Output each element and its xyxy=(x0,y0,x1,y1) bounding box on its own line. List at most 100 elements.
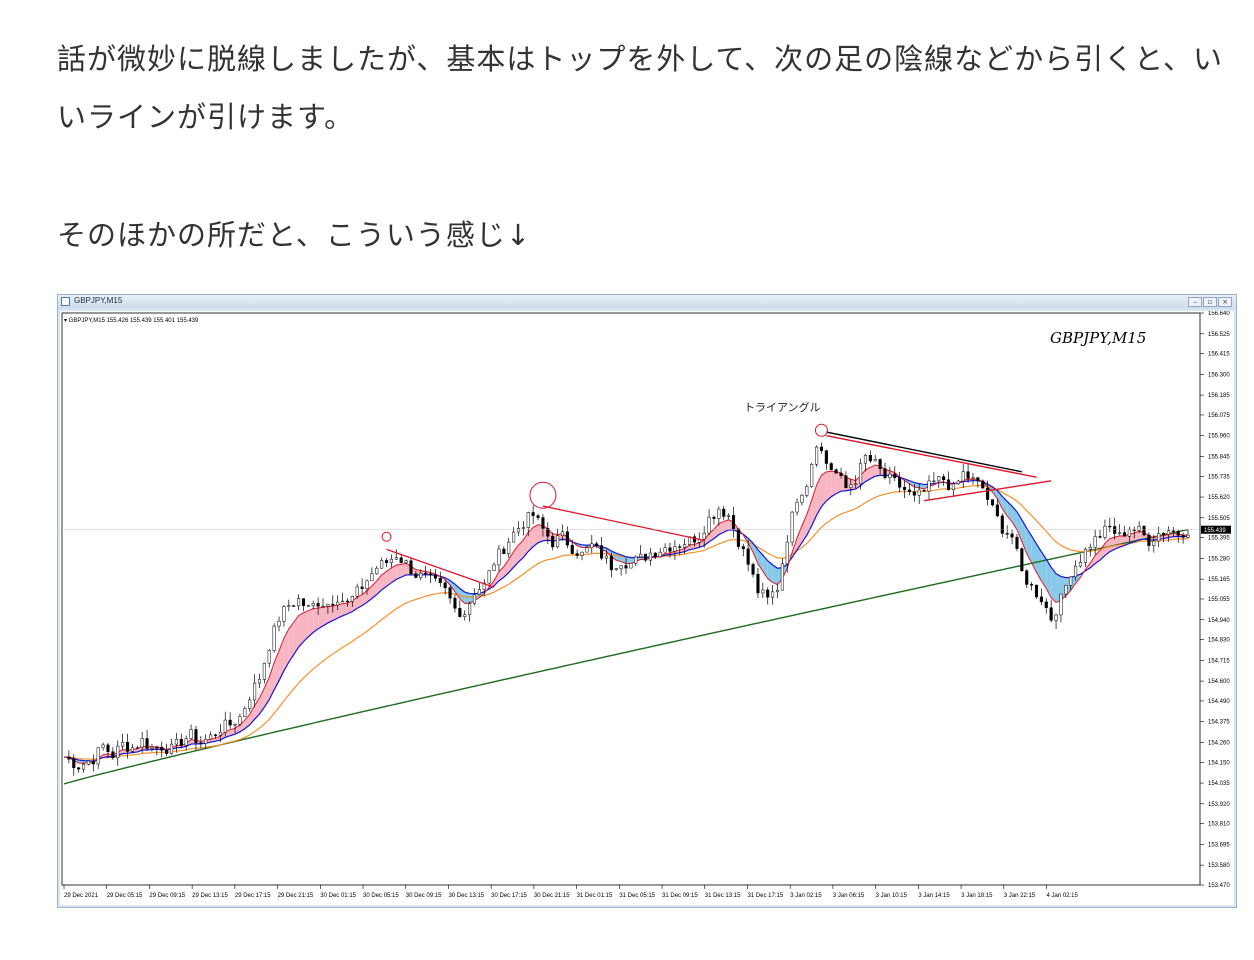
bull-candle xyxy=(1064,585,1068,595)
y-tick-label: 154.260 xyxy=(1208,740,1230,746)
y-tick-label: 153.470 xyxy=(1208,883,1230,889)
bull-candle xyxy=(135,747,139,749)
chart-background xyxy=(60,311,1234,905)
bear-candle xyxy=(194,729,198,744)
chart-window-icon xyxy=(61,297,70,306)
bull-candle xyxy=(512,531,516,543)
bear-candle xyxy=(565,531,569,546)
bull-candle xyxy=(96,747,100,765)
bull-cloud-segment xyxy=(337,603,343,619)
y-tick-label: 155.735 xyxy=(1208,474,1230,480)
bull-cloud-segment xyxy=(723,519,729,533)
bear-candle xyxy=(893,473,897,478)
bull-cloud-segment xyxy=(538,524,543,543)
y-tick-label: 155.165 xyxy=(1208,577,1230,583)
bull-candle xyxy=(516,528,521,533)
bull-candle xyxy=(815,446,819,465)
bull-candle xyxy=(585,547,589,553)
bear-candle xyxy=(106,744,110,752)
x-tick-label: 30 Dec 01:15 xyxy=(320,893,356,899)
bear-candle xyxy=(541,517,545,529)
bull-cloud-segment xyxy=(332,604,338,621)
bull-cloud-segment xyxy=(831,471,837,497)
bull-cloud-segment xyxy=(865,467,871,482)
minimize-button[interactable]: – xyxy=(1188,297,1202,307)
bull-cloud-segment xyxy=(533,524,539,547)
bear-candle xyxy=(1108,525,1112,528)
window-title: GBPJPY,M15 xyxy=(74,296,123,305)
bear-candle xyxy=(331,603,335,606)
x-tick-label: 29 Dec 21:15 xyxy=(278,893,314,899)
bear-candle xyxy=(301,598,306,606)
bull-candle xyxy=(282,606,286,622)
y-tick-label: 156.300 xyxy=(1208,372,1230,378)
bull-cloud-segment xyxy=(1134,531,1140,542)
bull-cloud-segment xyxy=(816,475,822,516)
bear-candle xyxy=(986,487,990,500)
bull-candle xyxy=(243,708,247,717)
bull-candle xyxy=(795,502,799,513)
bear-candle xyxy=(883,468,887,478)
bull-cloud-segment xyxy=(308,608,314,637)
bear-candle xyxy=(531,512,535,516)
bull-candle xyxy=(248,699,252,709)
y-tick-label: 156.525 xyxy=(1208,332,1230,338)
bear-candle xyxy=(653,552,657,558)
bear-candle xyxy=(1142,526,1146,536)
bear-candle xyxy=(145,738,149,749)
bull-candle xyxy=(336,601,340,606)
bear-cloud-segment xyxy=(1051,567,1057,603)
bull-candle xyxy=(101,744,105,748)
bear-candle xyxy=(1015,536,1019,549)
bear-candle xyxy=(756,574,760,594)
bull-cloud-segment xyxy=(1109,537,1115,552)
bull-candle xyxy=(492,564,496,571)
article-paragraph-line-2: いラインが引けます。 xyxy=(57,100,355,134)
bull-cloud-segment xyxy=(381,571,387,590)
bear-candle xyxy=(443,582,447,589)
bull-candle xyxy=(189,729,193,739)
bear-candle xyxy=(624,565,628,569)
restore-button[interactable]: ▫ xyxy=(1203,297,1217,307)
bear-candle xyxy=(829,463,833,470)
bull-candle xyxy=(1069,576,1073,586)
bull-candle xyxy=(140,738,144,748)
bull-cloud-segment xyxy=(313,607,319,633)
bull-cloud-segment xyxy=(508,551,514,573)
bull-candle xyxy=(341,600,345,603)
bull-cloud-segment xyxy=(318,607,324,629)
bull-candle xyxy=(702,532,706,540)
bull-cloud-segment xyxy=(396,564,402,580)
triangle-upper-red-line xyxy=(826,435,1037,478)
bull-candle xyxy=(375,567,379,575)
x-tick-label: 29 Dec 17:15 xyxy=(235,893,271,899)
bull-candle xyxy=(717,508,721,519)
bear-candle xyxy=(384,560,389,563)
bear-candle xyxy=(292,605,296,607)
bull-candle xyxy=(604,555,609,559)
bull-candle xyxy=(971,477,975,479)
bull-candle xyxy=(267,650,271,664)
bear-candle xyxy=(316,603,320,607)
bull-candle xyxy=(1127,529,1131,537)
bear-candle xyxy=(546,528,550,537)
x-tick-label: 29 Dec 09:15 xyxy=(149,893,185,899)
x-tick-label: 30 Dec 09:15 xyxy=(406,893,442,899)
bull-candle xyxy=(1118,532,1122,534)
bull-candle xyxy=(130,747,134,752)
bull-candle xyxy=(497,548,501,566)
close-button[interactable]: × xyxy=(1218,297,1232,307)
bull-cloud-segment xyxy=(709,529,714,542)
price-chart[interactable]: 156.640 156.525 156.415 156.300 156.185 156.0… xyxy=(60,311,1234,905)
bear-candle xyxy=(428,573,433,576)
bear-candle xyxy=(448,587,452,599)
x-tick-label: 4 Jan 02:15 xyxy=(1047,893,1079,899)
bull-cloud-segment xyxy=(230,728,236,736)
bull-cloud-segment xyxy=(254,697,260,720)
bear-candle xyxy=(922,489,926,492)
bull-candle xyxy=(1088,547,1092,550)
y-tick-label: 154.150 xyxy=(1208,760,1230,766)
bull-candle xyxy=(775,589,780,593)
bull-cloud-segment xyxy=(342,603,348,616)
bull-candle xyxy=(863,455,868,464)
